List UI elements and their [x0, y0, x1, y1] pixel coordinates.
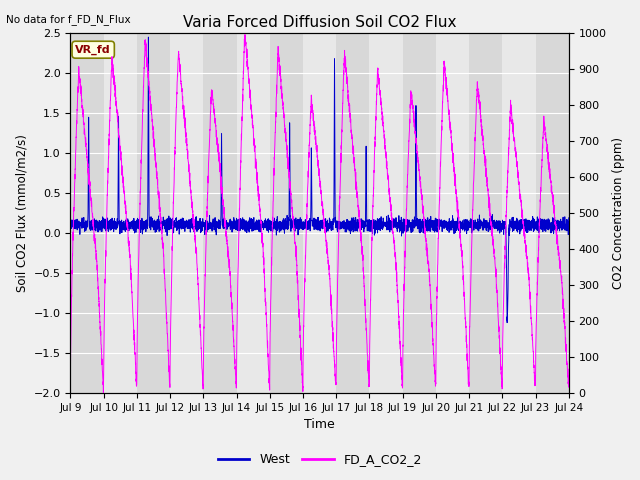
- Bar: [469, 33, 502, 393]
- X-axis label: Time: Time: [304, 419, 335, 432]
- Bar: [204, 33, 237, 393]
- Bar: [536, 33, 569, 393]
- Bar: [336, 33, 369, 393]
- Bar: [70, 33, 104, 393]
- Bar: [403, 33, 436, 393]
- Text: No data for f_FD_N_Flux: No data for f_FD_N_Flux: [6, 14, 131, 25]
- Title: Varia Forced Diffusion Soil CO2 Flux: Varia Forced Diffusion Soil CO2 Flux: [183, 15, 456, 30]
- Bar: [137, 33, 170, 393]
- Y-axis label: Soil CO2 Flux (mmol/m2/s): Soil CO2 Flux (mmol/m2/s): [15, 134, 28, 292]
- Text: VR_fd: VR_fd: [76, 45, 111, 55]
- Legend: West, FD_A_CO2_2: West, FD_A_CO2_2: [213, 448, 427, 471]
- Y-axis label: CO2 Concentration (ppm): CO2 Concentration (ppm): [612, 137, 625, 289]
- Bar: [269, 33, 303, 393]
